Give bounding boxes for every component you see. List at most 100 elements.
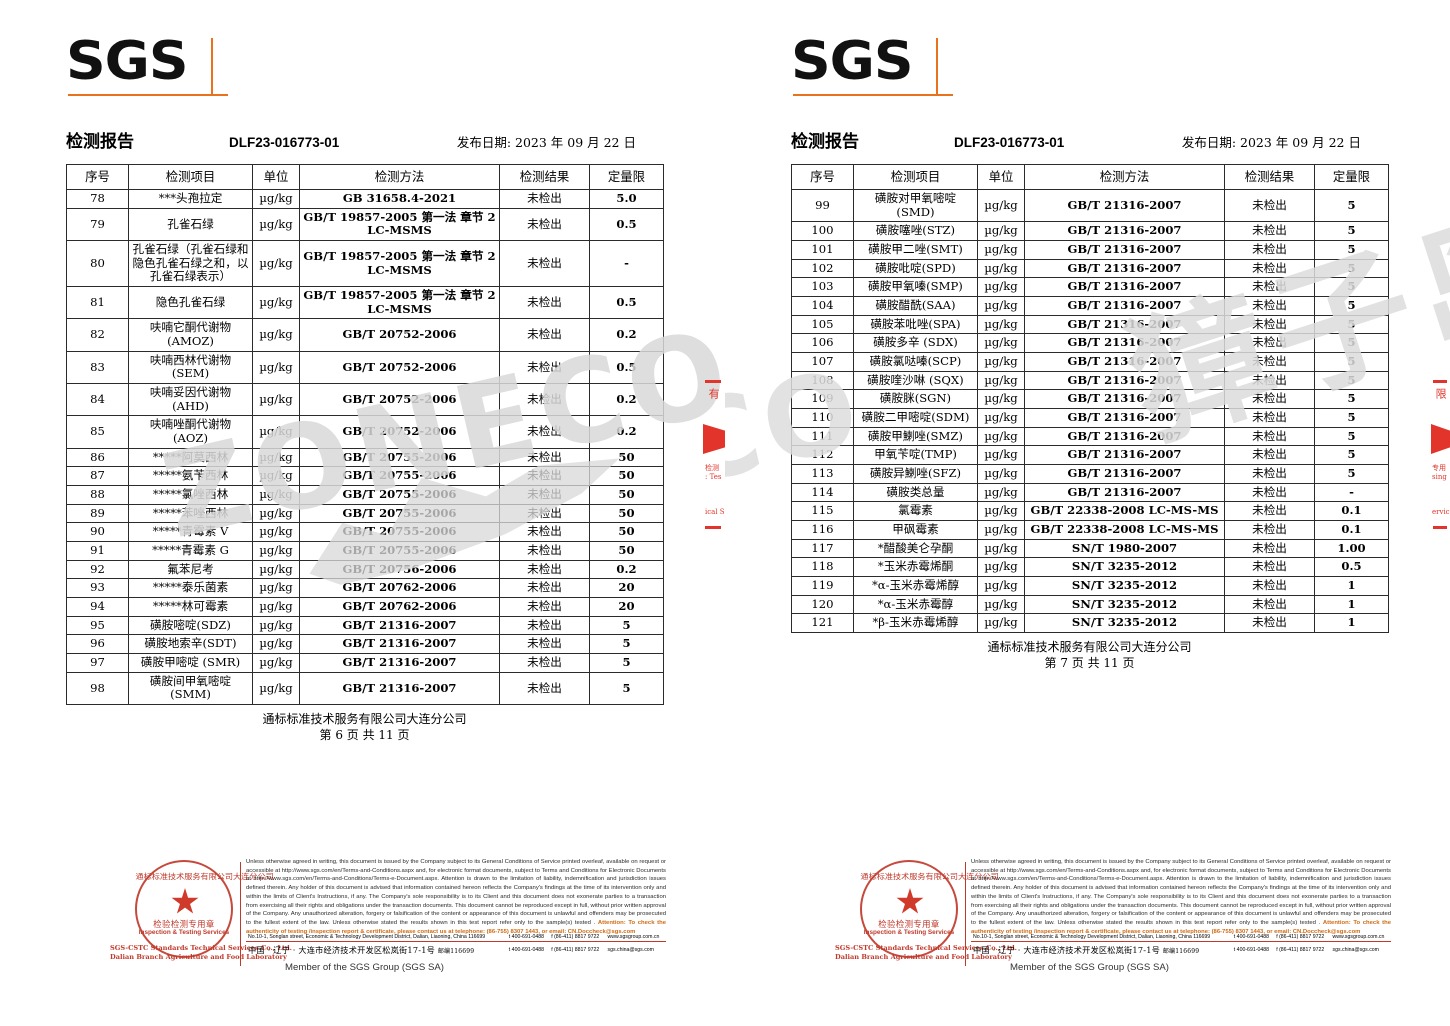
cell-result: 未检出 [499, 485, 590, 505]
stamp-bar-top [705, 380, 721, 383]
cell-result: 未检出 [499, 671, 590, 706]
cell-method: SN/T 3235-2012 [1024, 576, 1225, 596]
address-en: No.10-1, Songlan street, Economic & Tech… [248, 933, 486, 940]
table-row: 118 *玉米赤霉烯酮 µg/kg SN/T 3235-2012 未检出 0.5 [791, 557, 1389, 578]
cell-no: 98 [66, 671, 129, 706]
table-row: 98 磺胺间甲氧嘧啶 (SMM) µg/kg GB/T 21316-2007 未检出 5 [66, 671, 664, 706]
cell-no: 99 [791, 188, 854, 223]
cell-unit: µg/kg [252, 447, 300, 468]
tel-en: t 400-691-0488 [508, 933, 544, 940]
cell-item: *****阿莫西林 [128, 447, 253, 468]
member-line-left: Member of the SGS Group (SGS SA) [285, 962, 444, 973]
table-row: 93 *****泰乐菌素 µg/kg GB/T 20762-2006 未检出 20 [66, 578, 664, 599]
table-row: 120 *α-玉米赤霉醇 µg/kg SN/T 3235-2012 未检出 1 [791, 594, 1389, 615]
seal-line1-right: SGS-CSTC Standards Technical Services Co… [835, 944, 1017, 952]
cell-unit: µg/kg [977, 333, 1025, 354]
cell-method: GB/T 20752-2006 [299, 318, 500, 352]
cell-no: 88 [66, 485, 129, 505]
cell-item: *****泰乐菌素 [128, 578, 253, 599]
cell-method: GB/T 19857-2005 第一法 章节 2 LC-MSMS [299, 207, 500, 242]
table-row: 78 ***头孢拉定 µg/kg GB 31658.4-2021 未检出 5.0 [66, 189, 664, 209]
fax-en: f (86-411) 8817 9722 [551, 933, 600, 940]
cell-lod: 0.2 [589, 318, 664, 352]
cell-result: 未检出 [499, 559, 590, 580]
table-row: 89 *****苯唑西林 µg/kg GB/T 20755-2006 未检出 50 [66, 503, 664, 524]
table-row: 85 呋喃唑酮代谢物 (AOZ) µg/kg GB/T 20752-2006 未检出 0.2 [66, 415, 664, 449]
cell-method: GB/T 21316-2007 [1024, 408, 1225, 428]
cell-no: 87 [66, 466, 129, 487]
cell-no: 95 [66, 615, 129, 636]
email[interactable]: sgs.china@sgs.com [607, 946, 655, 953]
cell-lod: 5 [1314, 370, 1389, 391]
cell-method: GB/T 20755-2006 [299, 503, 500, 524]
col-header-unit: 单位 [252, 164, 300, 190]
cell-item: *β-玉米赤霉烯醇 [853, 613, 978, 634]
cell-lod: 0.5 [589, 350, 664, 385]
table-row: 80 孔雀石绿（孔雀石绿和隐色孔雀石绿之和，以孔雀石绿表示） µg/kg GB/T 1… [66, 240, 664, 288]
cell-result: 未检出 [1224, 277, 1315, 298]
table-row: 115 氯霉素 µg/kg GB/T 22338-2008 LC-MS-MS 未检出 0.… [791, 501, 1389, 522]
footer-divider-right [965, 862, 966, 966]
sgs-logo-right: SGS [791, 34, 981, 100]
cell-item: 孔雀石绿（孔雀石绿和隐色孔雀石绿之和，以孔雀石绿表示） [128, 240, 253, 288]
cell-no: 94 [66, 597, 129, 617]
cell-unit: µg/kg [252, 189, 300, 209]
cell-lod: 50 [589, 503, 664, 524]
cell-no: 93 [66, 578, 129, 599]
cell-method: SN/T 3235-2012 [1024, 594, 1225, 615]
seal-en-text: Inspection & Testing Services [138, 929, 230, 936]
cell-lod: 0.2 [589, 383, 664, 417]
cell-lod: 5 [1314, 333, 1389, 354]
website[interactable]: www.sgsgroup.com.cn [607, 933, 660, 940]
cell-result: 未检出 [1224, 221, 1315, 242]
cell-no: 103 [791, 277, 854, 298]
cell-method: GB/T 21316-2007 [1024, 352, 1225, 372]
cell-method: SN/T 1980-2007 [1024, 538, 1225, 559]
cell-unit: µg/kg [252, 653, 300, 673]
member-line-right: Member of the SGS Group (SGS SA) [1010, 962, 1169, 973]
cell-item: *****林可霉素 [128, 597, 253, 617]
issue-date: 发布日期: 2023 年 09 月 22 日 [456, 135, 636, 150]
cell-unit: µg/kg [977, 594, 1025, 615]
cell-no: 111 [791, 426, 854, 447]
page-footer-caption-right: 通标标准技术服务有限公司大连分公司 第 7 页 共 11 页 [791, 639, 1388, 671]
cell-unit: µg/kg [252, 634, 300, 655]
cell-no: 92 [66, 559, 129, 580]
table-row: 105 磺胺苯吡唑(SPA) µg/kg GB/T 21316-2007 未检出 5 [791, 314, 1389, 335]
cell-item: *醋酸美仑孕酮 [853, 538, 978, 559]
cell-no: 121 [791, 613, 854, 634]
cell-lod: 0.2 [589, 559, 664, 580]
seal-cn-text: 检验检测专用章 [153, 919, 215, 929]
cell-method: GB/T 21316-2007 [1024, 314, 1225, 335]
email-right[interactable]: sgs.china@sgs.com [1332, 946, 1380, 953]
cell-unit: µg/kg [977, 314, 1025, 335]
cell-result: 未检出 [499, 447, 590, 468]
cell-method: GB/T 21316-2007 [1024, 445, 1225, 466]
address-en-right: No.10-1, Songlan street, Economic & Tech… [973, 933, 1211, 940]
cell-no: 78 [66, 189, 129, 209]
cell-unit: µg/kg [252, 671, 300, 706]
attention-text[interactable]: Attention: To check the authenticity of … [246, 920, 666, 935]
cell-result: 未检出 [499, 597, 590, 617]
cell-result: 未检出 [1224, 188, 1315, 223]
cell-result: 未检出 [499, 522, 590, 543]
website-right[interactable]: www.sgsgroup.com.cn [1332, 933, 1385, 940]
cell-unit: µg/kg [977, 482, 1025, 503]
cell-item: 磺胺脒(SGN) [853, 389, 978, 410]
cell-result: 未检出 [499, 286, 590, 320]
col-header-no-r: 序号 [791, 164, 854, 190]
col-header-no: 序号 [66, 164, 129, 190]
table-row: 103 磺胺甲氧嗪(SMP) µg/kg GB/T 21316-2007 未检出 5 [791, 277, 1389, 298]
stamp-arrow-icon [703, 424, 725, 454]
cell-unit: µg/kg [977, 557, 1025, 578]
cell-lod: 50 [589, 466, 664, 487]
attention-text-right[interactable]: Attention: To check the authenticity of … [971, 920, 1391, 935]
page-footer-caption-left: 通标标准技术服务有限公司大连分公司 第 6 页 共 11 页 [66, 711, 663, 743]
seal-line2-right: Dalian Branch Agriculture and Food Labor… [835, 953, 1012, 961]
cell-unit: µg/kg [252, 207, 300, 242]
report-page-right: 獐子岛 ECO SGS 检测报告 DLF23-016773-01 发布日期: 2… [725, 0, 1450, 1026]
cell-item: 呋喃唑酮代谢物 (AOZ) [128, 415, 253, 449]
cell-method: GB/T 21316-2007 [1024, 482, 1225, 503]
